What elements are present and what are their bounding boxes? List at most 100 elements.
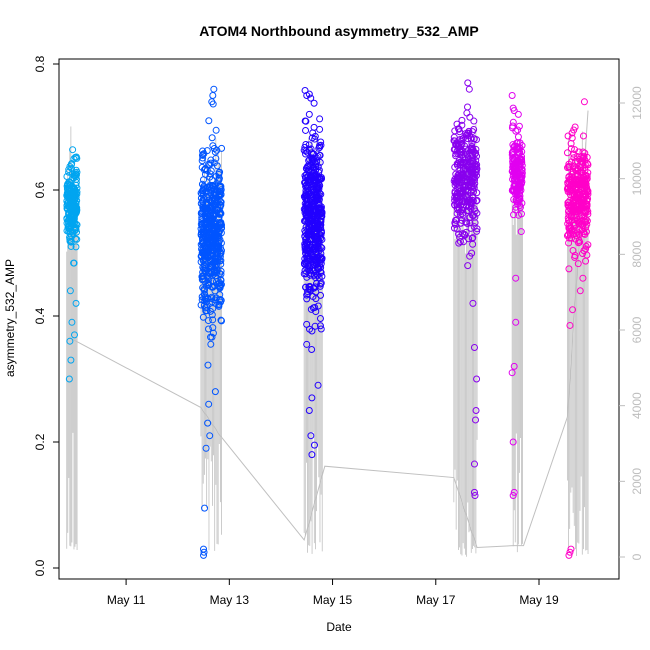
data-point [312, 160, 320, 168]
data-point [216, 257, 224, 265]
data-point [311, 322, 319, 330]
data-point [67, 356, 75, 364]
data-point [315, 168, 323, 176]
data-point [312, 248, 320, 256]
data-point [209, 316, 217, 324]
data-point [513, 191, 521, 199]
data-point [465, 235, 473, 243]
data-point [453, 225, 461, 233]
data-point [576, 287, 584, 295]
data-point [472, 136, 480, 144]
data-point [472, 157, 480, 165]
data-point [567, 545, 575, 553]
series-cluster-5 [508, 92, 526, 500]
data-point [569, 247, 577, 254]
data-point [199, 284, 207, 292]
data-point [509, 154, 517, 162]
data-point [206, 307, 214, 315]
data-point [200, 548, 208, 556]
data-point [67, 242, 75, 250]
data-point [573, 173, 581, 181]
x-tick-label: May 15 [313, 593, 353, 607]
data-point [308, 451, 316, 459]
left-tick-label: 0.0 [33, 559, 47, 576]
data-point [316, 322, 324, 330]
data-point [72, 299, 80, 307]
data-point [565, 265, 573, 273]
data-point [210, 200, 218, 208]
data-point [304, 176, 312, 184]
data-point [514, 110, 522, 118]
data-point [314, 381, 322, 389]
data-point [197, 210, 205, 218]
data-point [305, 157, 313, 165]
data-point [303, 291, 311, 299]
data-point [66, 337, 74, 345]
data-point [197, 301, 205, 309]
data-point [202, 444, 210, 452]
data-point [509, 438, 517, 446]
data-point [66, 235, 74, 243]
data-point [470, 460, 478, 468]
data-point [571, 157, 579, 165]
data-point [579, 132, 587, 140]
data-point [69, 146, 77, 154]
data-point [215, 174, 223, 182]
data-point [458, 206, 466, 214]
data-point [518, 157, 526, 165]
data-point [207, 258, 214, 266]
data-point [459, 238, 467, 246]
data-point [514, 133, 522, 141]
data-point [470, 126, 478, 134]
data-point [303, 241, 311, 249]
data-point [313, 258, 321, 266]
data-point [512, 318, 520, 326]
data-point [563, 149, 571, 157]
data-point [316, 267, 324, 275]
data-point [218, 224, 226, 232]
data-point [469, 169, 477, 177]
data-point [464, 262, 472, 270]
data-point [212, 255, 220, 263]
left-tick-label: 0.6 [33, 181, 47, 198]
data-point [205, 226, 213, 234]
data-point [472, 416, 480, 424]
data-point [469, 212, 477, 220]
data-point [580, 177, 588, 185]
data-point [217, 198, 225, 206]
data-point [304, 247, 312, 255]
data-point [463, 131, 471, 139]
data-point [583, 153, 591, 161]
data-point [209, 238, 217, 246]
data-point [574, 181, 582, 189]
data-point [300, 270, 308, 278]
data-point [508, 92, 516, 99]
right-tick-label: 12000 [630, 86, 644, 120]
chart-title: ATOM4 Northbound asymmetry_532_AMP [199, 23, 479, 39]
data-point [571, 253, 579, 261]
data-point [199, 147, 207, 155]
data-point [460, 230, 468, 238]
data-point [468, 157, 476, 165]
data-point [301, 243, 309, 251]
data-point [203, 188, 211, 196]
data-point [569, 182, 577, 190]
right-tick-label: 10000 [630, 162, 644, 196]
data-point [573, 228, 581, 236]
data-point [208, 298, 216, 306]
data-point [201, 504, 209, 512]
data-point [565, 551, 573, 559]
data-point [316, 315, 324, 323]
data-point [453, 194, 461, 202]
data-point [471, 219, 479, 227]
data-point [204, 361, 212, 369]
data-point [306, 146, 313, 154]
data-point [468, 139, 476, 147]
data-point [569, 306, 577, 314]
data-point [579, 222, 587, 230]
data-point [302, 117, 310, 125]
data-point [567, 224, 575, 232]
data-point [511, 176, 519, 184]
data-point [208, 221, 216, 229]
data-point [310, 207, 318, 215]
